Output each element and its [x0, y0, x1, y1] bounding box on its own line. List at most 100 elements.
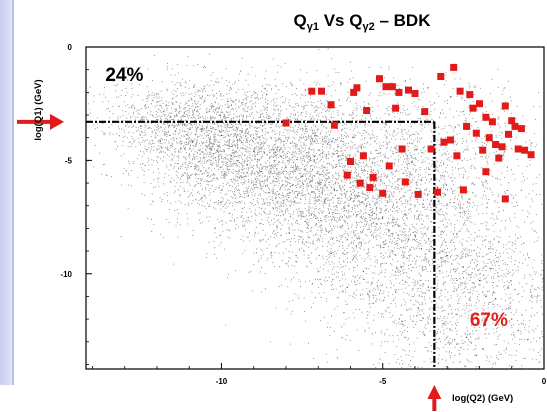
background-point: [517, 329, 519, 332]
background-point: [404, 80, 406, 82]
plot-frame: [85, 46, 545, 370]
annotations: 24% 67%: [105, 65, 508, 331]
background-point: [495, 298, 497, 300]
background-point: [211, 148, 213, 150]
background-point: [275, 177, 277, 180]
background-point: [301, 175, 303, 177]
signal-point: [517, 125, 525, 133]
signal-point: [447, 136, 454, 144]
background-point: [311, 191, 313, 193]
y-tick-label: 0: [68, 43, 73, 52]
signal-point: [388, 83, 396, 91]
background-point: [472, 282, 474, 284]
signal-point: [308, 87, 316, 95]
background-point: [253, 150, 255, 152]
background-point: [220, 134, 223, 136]
signal-point: [427, 145, 435, 153]
signal-point: [492, 141, 500, 148]
background-point: [475, 354, 477, 356]
background-point: [485, 295, 487, 297]
signal-point: [505, 130, 512, 138]
signal-point: [527, 151, 535, 159]
x-tick-label: 0: [542, 377, 547, 386]
background-point: [230, 155, 232, 157]
signal-point: [495, 154, 503, 162]
signal-point: [453, 152, 461, 160]
signal-point: [421, 108, 429, 116]
background-point: [411, 162, 413, 164]
signal-point: [353, 84, 361, 92]
x-tick-label: -10: [216, 377, 228, 386]
background-point: [443, 323, 445, 325]
background-point: [304, 89, 306, 91]
background-point: [353, 137, 355, 139]
signal-point: [498, 143, 506, 151]
signal-point: [318, 87, 325, 95]
background-point: [201, 128, 203, 130]
background-point: [424, 334, 426, 336]
signal-point: [359, 152, 367, 160]
signal-point: [382, 83, 390, 91]
background-point: [407, 239, 410, 241]
background-point: [417, 307, 419, 309]
title-q2: Q: [349, 11, 362, 30]
signal-point: [379, 189, 387, 197]
title-q: Q: [294, 11, 307, 30]
background-point: [420, 248, 422, 250]
signal-point: [395, 88, 403, 96]
background-point: [414, 234, 416, 236]
background-point: [398, 225, 400, 227]
background-point: [437, 187, 439, 189]
left-decorative-strip: [0, 0, 14, 385]
background-point: [446, 255, 448, 257]
background-point: [227, 100, 229, 102]
percentage-annotation: 24%: [105, 65, 143, 86]
y-cut-arrow: [17, 113, 64, 130]
background-point: [366, 205, 368, 207]
signal-point: [472, 129, 480, 137]
signal-point: [485, 134, 493, 142]
signal-point: [414, 190, 422, 198]
x-tick-label: -5: [379, 377, 387, 386]
percentage-annotation: 67%: [470, 310, 508, 331]
signal-point: [488, 118, 496, 126]
background-point: [430, 245, 432, 248]
title-sub1: γ1: [307, 21, 319, 33]
signal-point: [466, 91, 474, 99]
background-point: [330, 252, 332, 254]
signal-point: [385, 162, 393, 170]
background-point: [169, 134, 171, 136]
background-point: [459, 211, 461, 214]
signal-point: [434, 188, 442, 196]
background-point: [291, 184, 293, 186]
background-point: [346, 286, 348, 288]
signal-point: [508, 117, 516, 125]
signal-point: [440, 138, 448, 146]
chart-title: Qγ1 Vs Qγ2 – BDK: [294, 11, 432, 33]
signal-point: [398, 145, 406, 153]
signal-point: [456, 87, 464, 95]
background-point: [427, 87, 429, 89]
signal-point: [366, 184, 374, 192]
signal-point: [350, 88, 358, 96]
background-point: [237, 139, 239, 141]
signal-point: [411, 90, 419, 97]
y-tick-label: -5: [65, 156, 73, 165]
background-point: [478, 280, 481, 282]
background-point: [156, 119, 158, 121]
background-point: [362, 270, 364, 273]
background-point: [456, 343, 458, 345]
background-point: [453, 268, 455, 270]
background-point: [382, 216, 384, 218]
background-point: [482, 348, 484, 350]
background-point: [191, 141, 193, 143]
y-axis-label: log(Q1) (GeV): [33, 79, 44, 140]
background-point: [285, 166, 287, 168]
title-suffix: – BDK: [375, 11, 431, 30]
cut-lines: [86, 120, 436, 369]
signal-point: [469, 104, 477, 112]
background-point: [340, 82, 342, 84]
background-point: [356, 214, 358, 216]
background-point: [511, 318, 513, 320]
